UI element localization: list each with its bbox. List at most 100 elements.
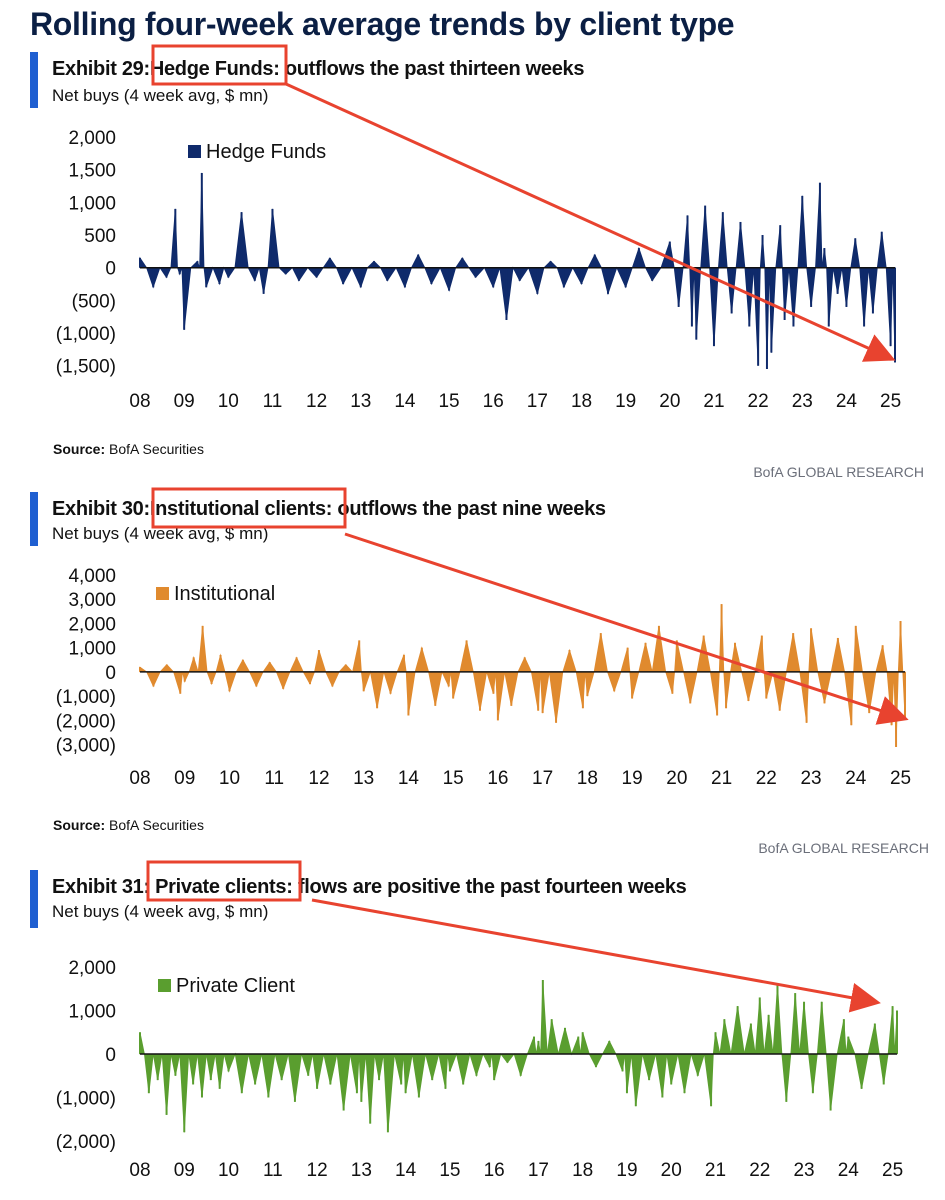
highlight-box: [146, 860, 302, 902]
x-tick-label: 12: [306, 391, 327, 412]
x-tick-label: 25: [882, 1160, 903, 1181]
x-tick-label: 12: [307, 1160, 328, 1181]
x-tick-label: 16: [487, 768, 508, 789]
y-tick-label: (1,000): [56, 1089, 116, 1110]
exhibit-title: Exhibit 29:Hedge Funds: outflows the pas…: [52, 58, 585, 81]
x-tick-label: 09: [174, 768, 195, 789]
x-tick-label: 09: [174, 1160, 195, 1181]
exhibit-subtitle: Net buys (4 week avg, $ mn): [52, 902, 269, 921]
x-tick-label: 16: [483, 391, 504, 412]
source-label: Source:: [53, 441, 106, 457]
x-tick-label: 13: [353, 768, 374, 789]
x-tick-label: 16: [484, 1160, 505, 1181]
y-tick-label: 0: [105, 1045, 116, 1066]
source-note: Source: BofA Securities: [53, 817, 204, 833]
x-tick-label: 10: [218, 1160, 239, 1181]
exhibit-title-rest: outflows the past thirteen weeks: [284, 58, 585, 80]
x-tick-label: 10: [219, 768, 240, 789]
exhibit-label: Exhibit 31:: [52, 876, 150, 898]
y-tick-label: 1,000: [68, 1002, 116, 1023]
source-note: Source: BofA Securities: [53, 441, 204, 457]
x-tick-label: 23: [793, 1160, 814, 1181]
x-tick-label: 25: [890, 768, 911, 789]
y-tick-label: 4,000: [68, 566, 116, 587]
x-tick-label: 17: [527, 391, 548, 412]
x-tick-label: 19: [616, 1160, 637, 1181]
x-tick-label: 25: [880, 391, 901, 412]
x-tick-label: 11: [263, 391, 283, 412]
legend-swatch: [156, 587, 169, 600]
source-text: BofA Securities: [105, 441, 204, 457]
x-tick-label: 22: [756, 768, 777, 789]
y-tick-label: (1,000): [56, 687, 116, 708]
brand-label: BofA GLOBAL RESEARCH: [753, 464, 924, 480]
x-tick-label: 21: [703, 391, 724, 412]
x-tick-label: 15: [443, 768, 464, 789]
x-tick-label: 09: [174, 391, 195, 412]
x-tick-label: 18: [572, 1160, 593, 1181]
series-institutional: [139, 604, 906, 748]
y-tick-label: 3,000: [68, 590, 116, 611]
exhibit-highlight: Private clients:: [155, 876, 293, 898]
exhibit-title: Exhibit 30:Institutional clients: outflo…: [52, 498, 606, 521]
legend-label: Private Client: [176, 975, 295, 997]
y-tick-label: (1,000): [56, 324, 116, 345]
x-tick-label: 08: [129, 768, 150, 789]
y-tick-label: 2,000: [68, 614, 116, 635]
y-tick-label: 1,500: [68, 161, 116, 182]
x-tick-label: 11: [263, 1160, 283, 1181]
x-tick-label: 23: [800, 768, 821, 789]
x-tick-label: 17: [532, 768, 553, 789]
x-tick-label: 19: [622, 768, 643, 789]
x-tick-label: 18: [571, 391, 592, 412]
x-tick-label: 21: [711, 768, 732, 789]
x-tick-label: 10: [218, 391, 239, 412]
x-tick-label: 23: [792, 391, 813, 412]
highlight-box: [151, 44, 288, 86]
y-tick-label: (500): [72, 291, 116, 312]
x-tick-label: 20: [661, 1160, 682, 1181]
exhibit-subtitle: Net buys (4 week avg, $ mn): [52, 86, 269, 105]
x-tick-label: 13: [350, 391, 371, 412]
exhibit-accent-bar: [30, 870, 38, 928]
series-area: [139, 979, 898, 1133]
x-tick-label: 13: [351, 1160, 372, 1181]
x-tick-label: 20: [666, 768, 687, 789]
brand-label: BofA GLOBAL RESEARCH: [758, 840, 929, 856]
x-tick-label: 21: [705, 1160, 726, 1181]
y-tick-label: (2,000): [56, 1132, 116, 1153]
x-tick-label: 15: [439, 1160, 460, 1181]
highlight-box: [151, 487, 347, 529]
x-tick-label: 11: [264, 768, 284, 789]
series-private-client: [139, 979, 898, 1133]
y-tick-label: 0: [105, 259, 116, 280]
x-tick-label: 14: [395, 1160, 417, 1181]
y-tick-label: (1,500): [56, 357, 116, 378]
x-tick-label: 12: [308, 768, 329, 789]
y-tick-label: 2,000: [68, 958, 116, 979]
annotation-arrow: [311, 898, 881, 1013]
x-tick-label: 20: [659, 391, 680, 412]
x-tick-label: 24: [845, 768, 867, 789]
x-tick-label: 19: [615, 391, 636, 412]
x-tick-label: 08: [129, 391, 150, 412]
legend-swatch: [188, 145, 201, 158]
exhibit-highlight: Hedge Funds:: [149, 58, 280, 80]
page-title: Rolling four-week average trends by clie…: [30, 6, 735, 42]
y-tick-label: (3,000): [56, 736, 116, 757]
x-tick-label: 14: [398, 768, 420, 789]
exhibit-label: Exhibit 30:: [52, 498, 150, 520]
exhibit-title: Exhibit 31: Private clients: flows are p…: [52, 876, 687, 899]
exhibit-label: Exhibit 29:: [52, 58, 150, 80]
x-tick-label: 24: [838, 1160, 860, 1181]
x-tick-label: 08: [129, 1160, 150, 1181]
x-tick-label: 22: [748, 391, 769, 412]
chart-institutional: 4,000 3,000 2,000 1,000 0 (1,000) (2,000) (3,00…: [56, 566, 911, 789]
chart-hedge-funds: 2,000 1,500 1,000 500 0 (500) (1,000) (1,500) 08…: [56, 128, 901, 412]
exhibit-highlight: Institutional clients:: [149, 498, 333, 520]
exhibit-title-rest: outflows the past nine weeks: [337, 498, 606, 520]
legend-label: Institutional: [174, 583, 275, 605]
annotation-arrow: [285, 82, 896, 362]
